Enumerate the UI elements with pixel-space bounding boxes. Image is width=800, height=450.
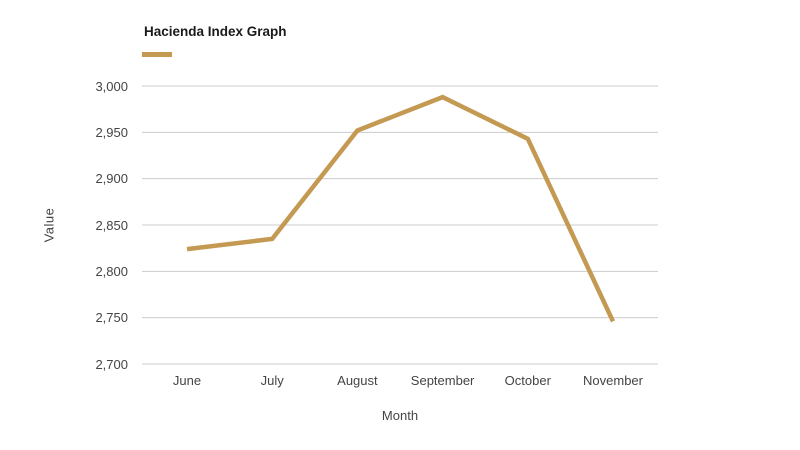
x-axis-title: Month <box>381 408 419 423</box>
series-line <box>186 94 616 323</box>
y-tick-label: 2,800 <box>95 263 128 279</box>
y-tick-label: 3,000 <box>95 78 128 94</box>
legend-series-swatch <box>142 52 172 57</box>
x-tick-label: August <box>337 373 378 388</box>
x-tick-label: July <box>260 373 284 388</box>
x-tick-label: September <box>410 373 475 388</box>
x-tick-label: October <box>504 373 551 388</box>
y-tick-label: 2,750 <box>95 310 128 326</box>
y-tick-label: 2,900 <box>95 171 128 187</box>
chart-title: Hacienda Index Graph <box>144 24 287 39</box>
y-tick-label: 2,850 <box>95 217 128 233</box>
gridlines <box>142 85 658 365</box>
y-tick-label: 2,700 <box>95 356 128 372</box>
y-tick-label: 2,950 <box>95 124 128 140</box>
x-tick-label: November <box>583 373 643 388</box>
x-tick-label: June <box>172 373 202 388</box>
y-axis-title: Value <box>41 207 57 243</box>
